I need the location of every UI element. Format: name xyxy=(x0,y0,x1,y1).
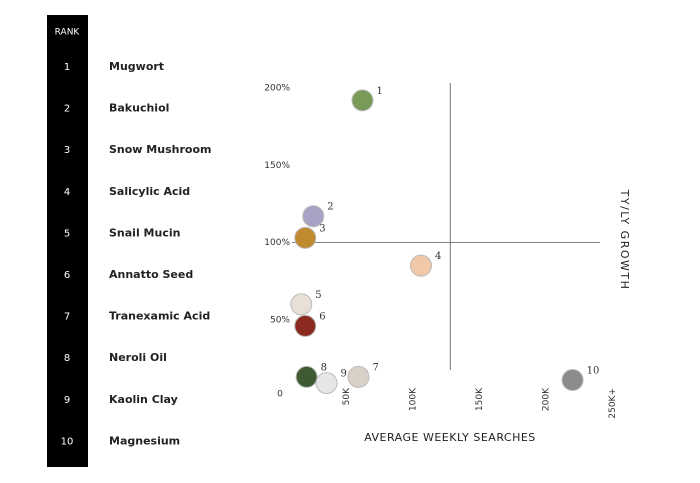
item-name: Bakuchiol xyxy=(109,102,169,115)
point-label: 8 xyxy=(321,362,327,373)
item-name: Salicylic Acid xyxy=(109,185,190,198)
y-tick-label: 150% xyxy=(264,161,290,171)
rank-number: 7 xyxy=(64,312,70,323)
item-name: Neroli Oil xyxy=(109,351,167,364)
point xyxy=(351,89,374,112)
rank-number: 3 xyxy=(64,145,70,156)
item-name: Mugwort xyxy=(109,60,164,73)
rank-number: 10 xyxy=(61,436,74,447)
point xyxy=(315,372,338,395)
item-name: Kaolin Clay xyxy=(109,393,178,406)
point xyxy=(294,226,317,249)
point xyxy=(295,365,318,388)
point-label: 5 xyxy=(315,290,321,301)
rank-number: 8 xyxy=(64,353,70,364)
rank-number: 1 xyxy=(64,62,70,73)
point-label: 6 xyxy=(319,311,325,322)
rank-number: 9 xyxy=(64,395,70,406)
point-label: 1 xyxy=(376,86,382,97)
point-label: 7 xyxy=(372,362,378,373)
item-name: Tranexamic Acid xyxy=(109,310,210,323)
point-label: 2 xyxy=(327,202,333,213)
rank-number: 5 xyxy=(64,228,70,239)
rank-column xyxy=(47,15,88,467)
point xyxy=(561,369,584,392)
x-tick-label: 0 xyxy=(277,390,283,400)
y-tick-label: 50% xyxy=(270,315,290,325)
x-tick-label: 250K+ xyxy=(608,388,618,419)
rank-header: RANK xyxy=(55,28,81,38)
point xyxy=(347,365,370,388)
point-label: 4 xyxy=(435,251,441,262)
x-tick-label: 150K xyxy=(475,387,485,411)
item-name: Snail Mucin xyxy=(109,226,180,239)
point xyxy=(294,314,317,337)
point xyxy=(302,205,325,228)
item-name: Annatto Seed xyxy=(109,268,193,281)
x-tick-label: 50K xyxy=(342,387,352,405)
rank-number: 4 xyxy=(64,187,70,198)
item-name: Magnesium xyxy=(109,434,180,447)
rank-number: 2 xyxy=(64,104,70,115)
point-label: 3 xyxy=(319,223,325,234)
point xyxy=(409,254,432,277)
y-tick-label: 200% xyxy=(264,84,290,94)
x-tick-label: 200K xyxy=(542,387,552,411)
point-label: 10 xyxy=(587,366,600,377)
x-tick-label: 100K xyxy=(409,387,419,411)
x-axis-title: AVERAGE WEEKLY SEARCHES xyxy=(364,431,536,444)
point-label: 9 xyxy=(341,369,347,380)
item-name: Snow Mushroom xyxy=(109,143,211,156)
y-axis-title: TY/LY GROWTH xyxy=(618,189,631,291)
y-tick-label: 100% xyxy=(264,238,290,248)
point xyxy=(290,293,313,316)
rank-number: 6 xyxy=(64,270,70,281)
